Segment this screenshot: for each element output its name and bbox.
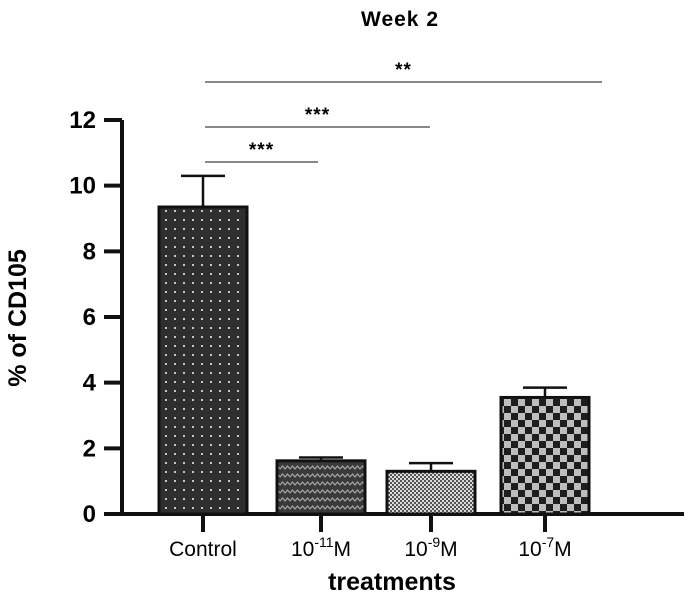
x-ticks: Control 10-11M 10-9M 10-7M xyxy=(169,514,572,561)
x-tick-label: 10-9M xyxy=(404,534,457,561)
x-tick-label: 10-11M xyxy=(291,534,351,561)
x-tick-label: Control xyxy=(169,538,237,561)
bar-1 xyxy=(275,459,367,516)
y-tick-label: 10 xyxy=(69,173,96,200)
x-tick-base: 10 xyxy=(291,538,314,561)
bars xyxy=(157,205,591,516)
significance-label: ** xyxy=(395,60,412,81)
y-tick-label: 4 xyxy=(83,370,97,397)
x-tick-label: 10-7M xyxy=(518,534,571,561)
y-ticks: 0 2 4 6 8 10 12 xyxy=(69,107,122,528)
x-tick-exponent: -7 xyxy=(542,534,555,550)
x-tick-unit: M xyxy=(554,538,572,561)
bar-0 xyxy=(157,205,249,516)
y-tick-label: 0 xyxy=(83,501,96,528)
x-tick-unit: M xyxy=(440,538,458,561)
y-tick-label: 8 xyxy=(83,238,96,265)
x-tick-exponent: -11 xyxy=(314,534,333,550)
x-tick-exponent: -9 xyxy=(428,534,441,550)
y-tick-label: 6 xyxy=(83,304,96,331)
significance-label: *** xyxy=(305,105,330,126)
x-tick-base: 10 xyxy=(518,538,541,561)
x-tick-unit: M xyxy=(334,538,352,561)
y-axis-label: % of CD105 xyxy=(4,249,32,387)
x-tick-base: 10 xyxy=(404,538,427,561)
significance-label: *** xyxy=(249,140,274,161)
error-bars xyxy=(181,174,567,472)
x-axis-label: treatments xyxy=(328,568,456,596)
bar-3 xyxy=(499,395,591,516)
bar-2 xyxy=(385,469,477,516)
significance-brackets: ******** xyxy=(205,60,602,163)
y-tick-label: 2 xyxy=(83,435,96,462)
y-tick-label: 12 xyxy=(69,107,96,134)
chart-title: Week 2 xyxy=(361,8,439,31)
x-tick-base: Control xyxy=(169,538,237,561)
